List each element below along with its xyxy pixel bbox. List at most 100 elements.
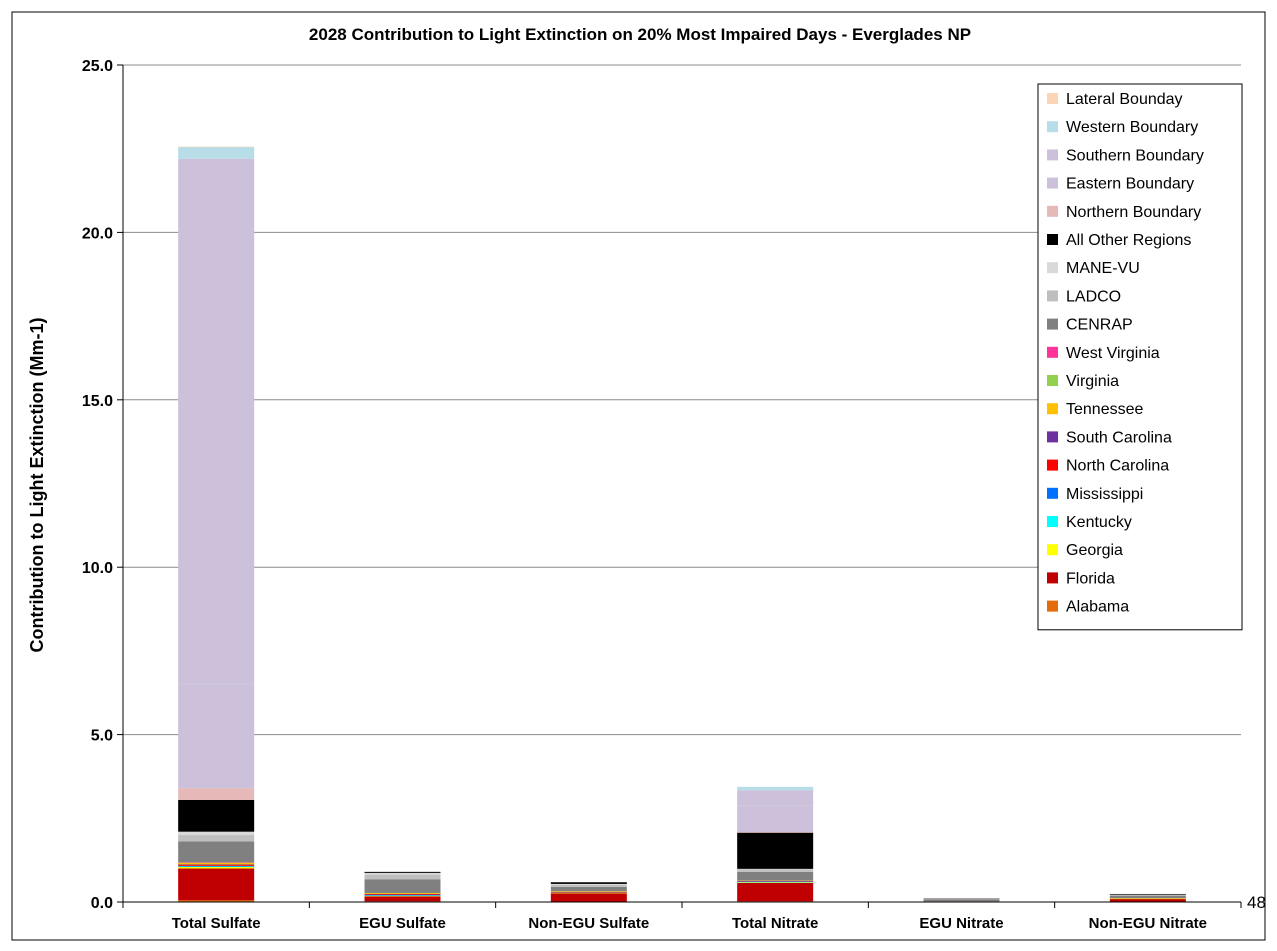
legend-entry: Lateral Bounday [1066,91,1183,108]
y-tick-label: 25.0 [82,58,113,75]
x-category-label: Total Sulfate [172,915,261,932]
y-axis-ticks: 0.0 5.0 10.0 15.0 20.0 25.0 [82,58,123,912]
bar-segment-southern-boundary [178,158,255,685]
bar-segment-mississippi [550,892,627,893]
legend-entry: Alabama [1066,599,1129,616]
legend-swatch [1047,544,1058,556]
bar-segment-cenrap [178,841,255,863]
legend-entry: Southern Boundary [1066,147,1204,164]
bar-segment-georgia [1109,898,1186,900]
legend-entry: Florida [1066,570,1115,587]
bar-segment-cenrap [923,899,1000,902]
legend-entry: LADCO [1066,288,1121,305]
bar-segment-western-boundary [737,786,814,791]
legend-entry: Mississippi [1066,486,1143,503]
legend-swatch [1047,149,1058,161]
x-category-label: EGU Nitrate [919,915,1003,932]
bar-segment-ladco [1109,894,1186,896]
bar-segment-north-carolina [178,864,255,866]
bar-segment-florida [1109,898,1186,902]
bar-segment-south-carolina [364,893,441,895]
bar-segment-mane-vu [364,872,441,875]
bar-segment-lateral-bounday [178,146,255,148]
legend-box [1037,83,1243,631]
legend-swatch [1047,431,1058,443]
bar-segment-south-carolina [178,864,255,866]
bar-segment-all-other-regions [550,882,627,884]
bar-segment-ladco [737,869,814,872]
legend-entry: North Carolina [1066,458,1169,475]
legend-swatch [1047,487,1058,499]
bar-segment-north-carolina [550,891,627,893]
legend-swatch [1047,600,1058,612]
bar-segment-west-virginia [178,862,255,863]
bar-segment-kentucky [364,895,441,896]
y-tick-label: 20.0 [82,225,113,242]
bar-segment-georgia [550,892,627,894]
x-category-label: EGU Sulfate [359,915,446,932]
bar-segment-ladco [550,884,627,887]
bar-segment-georgia [364,895,441,897]
legend-swatch [1047,177,1058,189]
legend-entry: Northern Boundary [1066,204,1201,221]
y-tick-label: 0.0 [91,895,113,912]
bar-segment-tennessee [737,880,814,881]
bar-segment-all-other-regions [737,832,814,869]
legend-entry: Virginia [1066,373,1119,390]
y-tick-label: 10.0 [82,560,113,577]
legend-swatch [1047,403,1058,415]
legend-swatch [1047,516,1058,527]
bar-segment-cenrap [364,879,441,893]
bar-segment-all-other-regions [178,799,255,832]
bar-segment-mane-vu [1109,894,1186,896]
legend-swatch [1047,121,1058,133]
bar-segment-eastern-boundary [178,684,255,789]
legend-swatch [1047,93,1058,104]
bar-segment-ladco [364,874,441,880]
bar-segment-mississippi [364,894,441,896]
bar-segment-northern-boundary [737,832,814,833]
bar-segment-tennessee [178,862,255,865]
legend-swatch [1047,459,1058,471]
legend-entry: Kentucky [1066,514,1132,531]
legend-entry: Tennessee [1066,401,1143,418]
y-axis-label: Contribution to Light Extinction (Mm-1) [27,318,47,653]
bar-segment-tennessee [550,891,627,892]
legend-swatch [1047,262,1058,274]
chart-title: 2028 Contribution to Light Extinction on… [309,25,971,44]
legend-entry: South Carolina [1066,429,1172,446]
bar-segment-all-other-regions [923,898,1000,900]
legend-entry: All Other Regions [1066,232,1191,249]
bars [178,146,1186,903]
bar-segment-mane-vu [550,883,627,885]
legend-swatch [1047,572,1058,584]
bar-segment-florida [737,882,814,902]
bar-segment-ladco [923,898,1000,900]
legend: Lateral Bounday Western Boundary Southern … [1037,83,1243,631]
page-number: 48 [1247,893,1266,912]
legend-entry: West Virginia [1066,345,1160,362]
bar-segment-eastern-boundary [737,805,814,833]
bar-segment-florida [364,896,441,902]
bar-segment-kentucky [737,881,814,883]
bar-segment-western-boundary [178,147,255,159]
bar-segment-georgia [178,866,255,869]
bar-segment-mane-vu [737,868,814,870]
bar-segment-alabama [178,900,255,902]
bar-segment-all-other-regions [364,871,441,873]
axes [122,65,1242,908]
bar-segment-tennessee [1109,898,1186,899]
bar-segment-mississippi [737,881,814,882]
legend-swatch [1047,346,1058,358]
bar-segment-virginia [178,862,255,863]
bar-segment-kentucky [178,866,255,868]
y-tick-label: 5.0 [91,728,113,745]
bar-segment-south-carolina [737,880,814,882]
bar-segment-mississippi [178,865,255,867]
bar-segment-cenrap [550,886,627,892]
bar-segment-florida [178,868,255,901]
bar-segment-north-carolina [737,880,814,882]
x-category-label: Non-EGU Sulfate [528,915,649,932]
